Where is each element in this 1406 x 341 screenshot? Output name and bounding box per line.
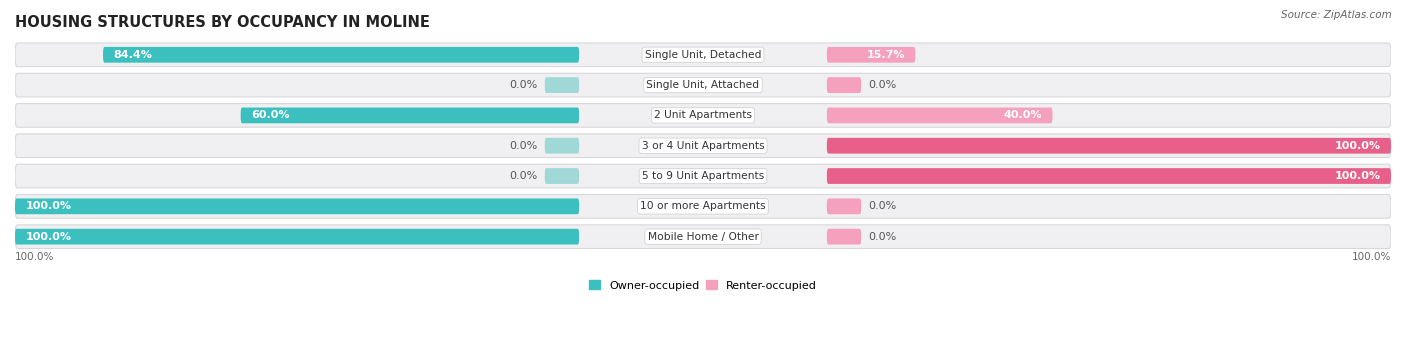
Legend: Owner-occupied, Renter-occupied: Owner-occupied, Renter-occupied [585,276,821,295]
FancyBboxPatch shape [827,198,862,214]
FancyBboxPatch shape [15,104,1391,127]
FancyBboxPatch shape [544,77,579,93]
Text: 0.0%: 0.0% [509,80,538,90]
Text: 0.0%: 0.0% [868,80,897,90]
Text: 100.0%: 100.0% [1334,171,1381,181]
Text: 2 Unit Apartments: 2 Unit Apartments [654,110,752,120]
Text: 40.0%: 40.0% [1004,110,1042,120]
Text: 84.4%: 84.4% [114,50,152,60]
Text: 100.0%: 100.0% [1351,252,1391,263]
FancyBboxPatch shape [15,229,579,244]
FancyBboxPatch shape [827,107,1053,123]
Text: Mobile Home / Other: Mobile Home / Other [648,232,758,242]
FancyBboxPatch shape [15,134,1391,158]
FancyBboxPatch shape [544,168,579,184]
FancyBboxPatch shape [240,107,579,123]
FancyBboxPatch shape [544,138,579,153]
Text: 100.0%: 100.0% [1334,141,1381,151]
Text: 60.0%: 60.0% [252,110,290,120]
FancyBboxPatch shape [15,73,1391,97]
Text: 0.0%: 0.0% [509,171,538,181]
FancyBboxPatch shape [15,194,1391,218]
Text: 100.0%: 100.0% [25,232,72,242]
Text: 10 or more Apartments: 10 or more Apartments [640,201,766,211]
FancyBboxPatch shape [827,138,1391,153]
Text: 0.0%: 0.0% [868,232,897,242]
FancyBboxPatch shape [15,164,1391,188]
Text: 3 or 4 Unit Apartments: 3 or 4 Unit Apartments [641,141,765,151]
Text: 100.0%: 100.0% [15,252,55,263]
Text: Single Unit, Attached: Single Unit, Attached [647,80,759,90]
FancyBboxPatch shape [827,77,862,93]
FancyBboxPatch shape [827,47,915,63]
Text: Single Unit, Detached: Single Unit, Detached [645,50,761,60]
Text: 0.0%: 0.0% [868,201,897,211]
Text: 100.0%: 100.0% [25,201,72,211]
Text: HOUSING STRUCTURES BY OCCUPANCY IN MOLINE: HOUSING STRUCTURES BY OCCUPANCY IN MOLIN… [15,15,430,30]
Text: 5 to 9 Unit Apartments: 5 to 9 Unit Apartments [643,171,763,181]
Text: 0.0%: 0.0% [509,141,538,151]
Text: 15.7%: 15.7% [866,50,905,60]
FancyBboxPatch shape [103,47,579,63]
FancyBboxPatch shape [15,225,1391,249]
Text: Source: ZipAtlas.com: Source: ZipAtlas.com [1281,10,1392,20]
FancyBboxPatch shape [15,198,579,214]
FancyBboxPatch shape [827,229,862,244]
FancyBboxPatch shape [827,168,1391,184]
FancyBboxPatch shape [15,43,1391,66]
